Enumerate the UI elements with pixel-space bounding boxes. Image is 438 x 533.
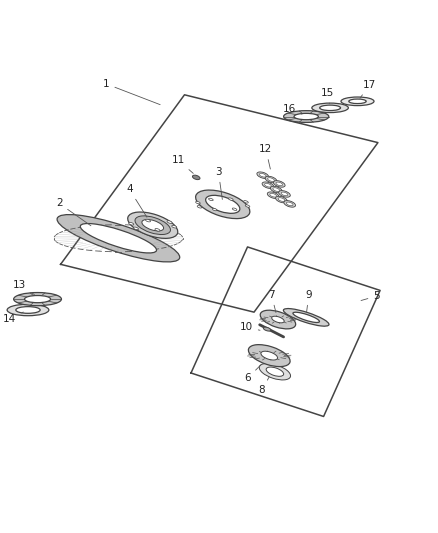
Ellipse shape [294,114,318,120]
Text: 14: 14 [3,312,23,324]
Ellipse shape [244,200,248,203]
Ellipse shape [268,178,274,181]
Ellipse shape [134,227,138,230]
Ellipse shape [229,198,233,200]
Ellipse shape [286,202,293,206]
Ellipse shape [196,201,200,204]
Text: 2: 2 [56,198,91,226]
Ellipse shape [14,293,61,306]
Ellipse shape [349,99,366,103]
Text: 12: 12 [259,144,272,169]
Ellipse shape [341,97,374,106]
Text: 6: 6 [244,365,261,383]
Ellipse shape [263,327,271,331]
Ellipse shape [145,219,151,222]
Ellipse shape [273,188,279,191]
Text: 5: 5 [361,291,380,301]
Ellipse shape [265,176,277,183]
Text: 3: 3 [215,167,223,199]
Ellipse shape [260,310,296,329]
Ellipse shape [312,103,348,112]
Ellipse shape [265,183,271,187]
Text: 11: 11 [171,155,193,173]
Ellipse shape [272,316,284,323]
Text: 15: 15 [321,87,334,104]
Text: 17: 17 [360,80,376,98]
Ellipse shape [261,351,278,360]
Ellipse shape [245,205,250,207]
Ellipse shape [284,200,296,207]
Text: 1: 1 [103,79,160,104]
Ellipse shape [192,175,200,180]
Text: 16: 16 [283,104,302,114]
Ellipse shape [276,196,287,203]
Ellipse shape [135,216,170,235]
Text: 13: 13 [13,280,34,295]
Text: 9: 9 [305,290,312,312]
Ellipse shape [279,191,290,197]
Ellipse shape [276,182,283,185]
Ellipse shape [167,221,172,223]
Text: 10: 10 [240,322,260,333]
Ellipse shape [142,220,164,231]
Ellipse shape [266,367,284,376]
Ellipse shape [283,309,329,326]
Ellipse shape [57,215,180,262]
Ellipse shape [283,111,329,123]
Ellipse shape [128,212,178,238]
Ellipse shape [196,190,250,219]
Ellipse shape [129,222,134,225]
Text: 8: 8 [258,377,269,395]
Ellipse shape [278,198,285,201]
Ellipse shape [232,208,237,211]
Ellipse shape [270,193,276,197]
Ellipse shape [208,198,213,200]
Ellipse shape [267,192,279,198]
Ellipse shape [259,173,266,177]
Ellipse shape [293,312,319,322]
Ellipse shape [197,206,202,208]
Ellipse shape [205,195,240,213]
Ellipse shape [25,295,51,303]
Ellipse shape [7,304,49,316]
Ellipse shape [16,306,40,313]
Ellipse shape [212,208,217,211]
Ellipse shape [281,192,288,196]
Ellipse shape [273,181,285,187]
Text: 7: 7 [268,290,276,312]
Ellipse shape [262,182,274,189]
Ellipse shape [257,172,268,179]
Ellipse shape [172,225,177,228]
Ellipse shape [248,345,290,367]
Ellipse shape [270,186,282,193]
Ellipse shape [259,364,290,380]
Text: 4: 4 [126,184,147,217]
Ellipse shape [155,229,160,231]
Ellipse shape [320,105,340,110]
Ellipse shape [80,223,156,253]
